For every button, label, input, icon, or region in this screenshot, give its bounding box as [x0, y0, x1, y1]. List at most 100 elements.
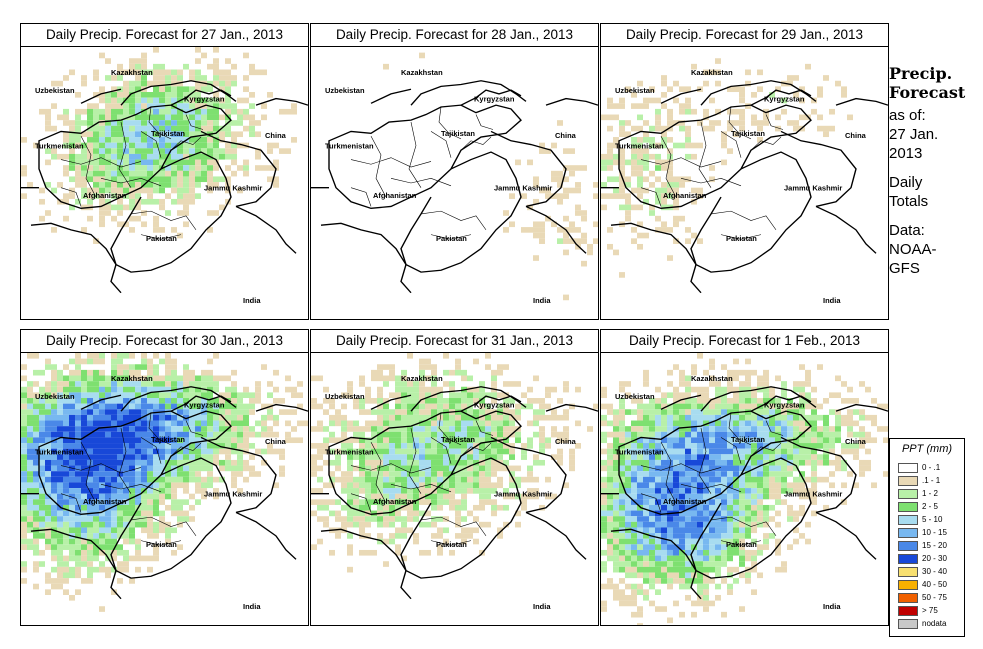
- sidebar-heading-line1: Precip.: [889, 64, 953, 83]
- precip-cell: [33, 398, 39, 404]
- precip-cell: [177, 510, 183, 517]
- precip-cell: [709, 538, 715, 545]
- precip-cell: [141, 187, 147, 194]
- precip-cell: [123, 375, 129, 382]
- precip-cell: [685, 578, 691, 584]
- precip-cell: [745, 510, 751, 517]
- map-label-uzbekistan: Uzbekistan: [35, 392, 75, 401]
- country-border: [235, 205, 297, 254]
- map-label-china: China: [555, 131, 577, 140]
- precip-cell: [721, 459, 727, 466]
- precip-cell: [401, 471, 407, 477]
- precip-cell: [715, 431, 721, 438]
- precip-cell: [147, 392, 153, 399]
- precip-cell: [93, 375, 99, 382]
- precip-cell: [359, 499, 365, 505]
- precip-cell: [171, 227, 177, 233]
- precip-cell: [757, 437, 763, 444]
- precip-cell: [691, 437, 697, 444]
- precip-cell: [805, 437, 811, 444]
- map-label-kyrgyzstan: Kyrgyzstan: [184, 95, 224, 104]
- precip-cell: [461, 403, 467, 410]
- precip-cell: [75, 364, 81, 370]
- precip-cell: [733, 516, 739, 522]
- precip-cell: [655, 516, 661, 522]
- precip-cell: [99, 482, 105, 489]
- precip-cell: [111, 443, 117, 449]
- precip-cell: [607, 476, 613, 483]
- precip-cell: [631, 594, 637, 601]
- precip-cell: [467, 448, 473, 455]
- precip-cell: [661, 578, 667, 584]
- precip-cell: [243, 437, 249, 444]
- precip-cell: [117, 544, 123, 550]
- precip-cell: [401, 414, 407, 421]
- precip-cell: [213, 381, 219, 387]
- precip-cell: [75, 420, 81, 427]
- precip-cell: [751, 527, 757, 534]
- precip-cell: [853, 420, 859, 427]
- precip-cell: [69, 504, 75, 511]
- precip-cell: [769, 414, 775, 421]
- precip-cell: [165, 114, 171, 121]
- precip-cell: [431, 381, 437, 387]
- precip-cell: [733, 527, 739, 534]
- precip-cell: [63, 426, 69, 432]
- precip-cell: [817, 443, 823, 449]
- precip-cell: [177, 159, 183, 166]
- precip-cell: [619, 187, 625, 194]
- precip-cell: [159, 431, 165, 438]
- precip-cell: [57, 533, 63, 539]
- precip-cell: [655, 193, 661, 199]
- precip-cell: [249, 103, 255, 109]
- precip-cell: [679, 176, 685, 183]
- precip-cell: [81, 437, 87, 444]
- precip-cell: [33, 431, 39, 438]
- precip-cell: [679, 182, 685, 188]
- precip-cell: [93, 454, 99, 460]
- precip-cell: [805, 392, 811, 399]
- precip-cell: [51, 454, 57, 460]
- legend-swatch: [898, 554, 918, 564]
- precip-cell: [739, 420, 745, 427]
- precip-cell: [625, 182, 631, 188]
- precip-cell: [383, 403, 389, 410]
- precip-cell: [691, 398, 697, 404]
- precip-cell: [437, 409, 443, 415]
- precip-cell: [461, 459, 467, 466]
- precip-cell: [625, 176, 631, 183]
- precip-cell: [359, 443, 365, 449]
- precip-cell: [607, 148, 613, 154]
- precip-cell: [431, 414, 437, 421]
- precip-cell: [715, 510, 721, 517]
- precip-cell: [201, 448, 207, 455]
- precip-cell: [165, 476, 171, 483]
- precip-cell: [691, 431, 697, 438]
- precip-cell: [425, 499, 431, 505]
- precip-cell: [643, 476, 649, 483]
- precip-cell: [87, 215, 93, 222]
- precip-cell: [93, 238, 99, 244]
- precip-cell: [431, 398, 437, 404]
- precip-cell: [527, 465, 533, 472]
- precip-cell: [87, 392, 93, 399]
- precip-cell: [739, 521, 745, 528]
- precip-cell: [45, 589, 51, 595]
- precip-cell: [473, 454, 479, 460]
- precip-cell: [461, 471, 467, 477]
- precip-cell: [455, 504, 461, 511]
- precip-cell: [267, 92, 273, 98]
- precip-cell: [207, 86, 213, 93]
- precip-cell: [383, 488, 389, 494]
- precip-cell: [419, 510, 425, 517]
- precip-cell: [679, 375, 685, 382]
- precip-cell: [745, 578, 751, 584]
- precip-cell: [153, 555, 159, 562]
- precip-cell: [703, 538, 709, 545]
- precip-cell: [613, 549, 619, 556]
- precip-cell: [709, 420, 715, 427]
- precip-cell: [57, 392, 63, 399]
- precip-cell: [727, 459, 733, 466]
- precip-cell: [81, 108, 87, 115]
- precip-cell: [491, 499, 497, 505]
